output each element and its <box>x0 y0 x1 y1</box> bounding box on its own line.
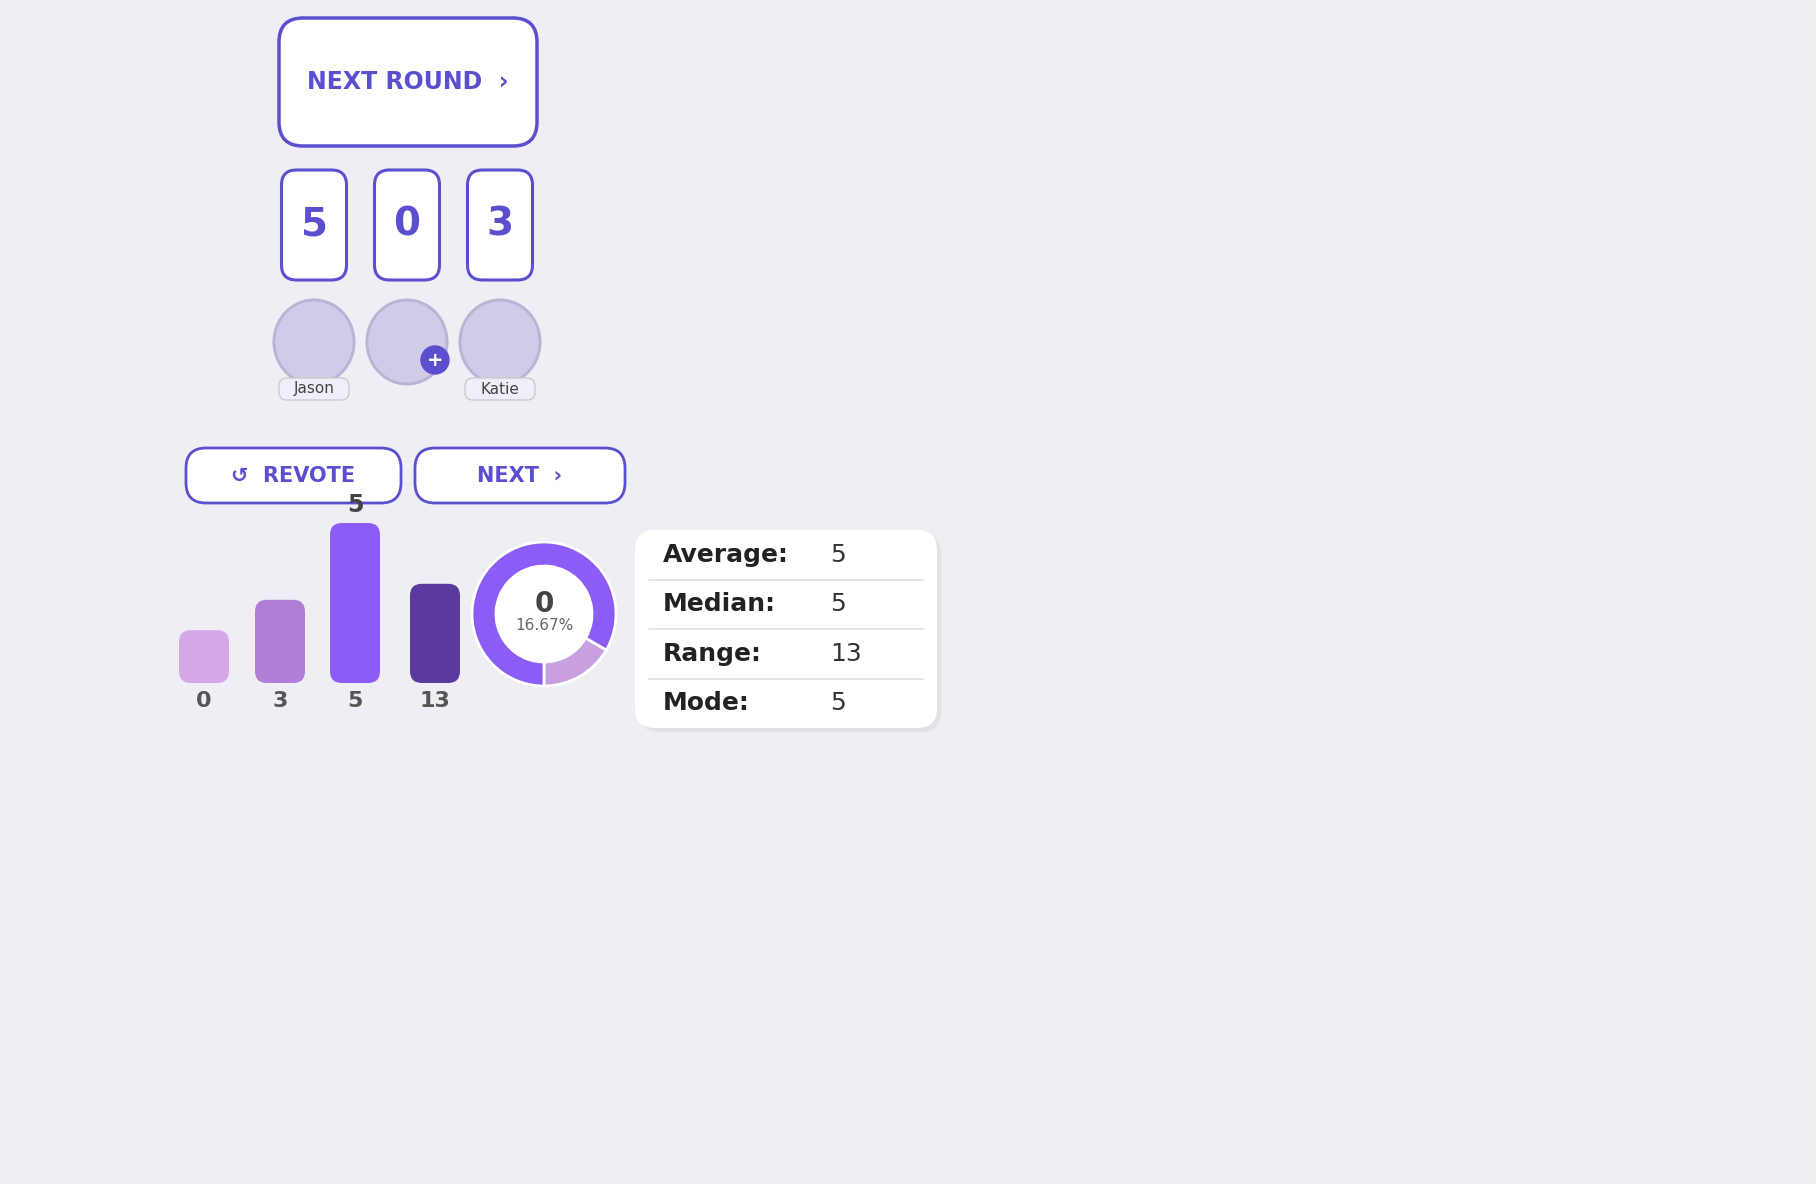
Wedge shape <box>545 638 607 686</box>
FancyBboxPatch shape <box>254 600 305 683</box>
Ellipse shape <box>459 300 539 384</box>
FancyBboxPatch shape <box>374 170 439 279</box>
Circle shape <box>496 566 592 662</box>
Text: 0: 0 <box>196 691 212 712</box>
Text: Mode:: Mode: <box>663 691 750 715</box>
Text: 0: 0 <box>394 206 421 244</box>
Text: 16.67%: 16.67% <box>516 618 574 633</box>
FancyBboxPatch shape <box>185 448 401 503</box>
Text: +: + <box>427 350 443 369</box>
FancyBboxPatch shape <box>410 584 459 683</box>
FancyBboxPatch shape <box>180 630 229 683</box>
Text: Range:: Range: <box>663 642 763 665</box>
Wedge shape <box>472 542 616 686</box>
Text: Average:: Average: <box>663 542 788 567</box>
Text: 5: 5 <box>830 542 846 567</box>
Text: 0: 0 <box>534 590 554 618</box>
Text: 5: 5 <box>830 592 846 616</box>
Circle shape <box>421 346 449 374</box>
Ellipse shape <box>274 300 354 384</box>
FancyBboxPatch shape <box>281 170 347 279</box>
Text: 13: 13 <box>830 642 863 665</box>
FancyBboxPatch shape <box>639 534 941 732</box>
FancyBboxPatch shape <box>636 530 937 728</box>
Text: 5: 5 <box>347 691 363 712</box>
FancyBboxPatch shape <box>416 448 625 503</box>
Text: NEXT  ›: NEXT › <box>478 465 563 485</box>
Text: Median:: Median: <box>663 592 775 616</box>
FancyBboxPatch shape <box>280 18 538 146</box>
FancyBboxPatch shape <box>465 378 536 400</box>
FancyBboxPatch shape <box>331 523 380 683</box>
FancyBboxPatch shape <box>280 378 349 400</box>
Text: NEXT ROUND  ›: NEXT ROUND › <box>307 70 508 94</box>
Text: 5: 5 <box>347 493 363 517</box>
Text: Katie: Katie <box>481 381 519 397</box>
Ellipse shape <box>367 300 447 384</box>
Text: 3: 3 <box>487 206 514 244</box>
FancyBboxPatch shape <box>467 170 532 279</box>
Text: 5: 5 <box>300 206 327 244</box>
Text: ↺  REVOTE: ↺ REVOTE <box>231 465 356 485</box>
Text: 13: 13 <box>419 691 450 712</box>
Text: Jason: Jason <box>294 381 334 397</box>
Text: 3: 3 <box>272 691 287 712</box>
Text: 5: 5 <box>830 691 846 715</box>
